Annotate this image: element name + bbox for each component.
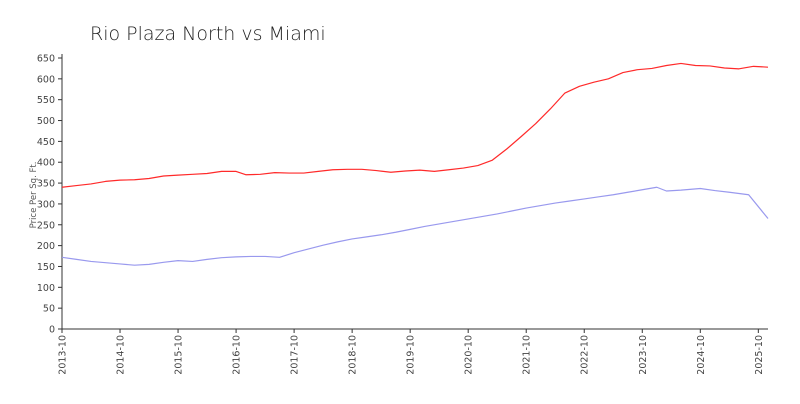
series-layer — [61, 62, 769, 266]
x-tick-label: 2017-10 — [290, 335, 301, 375]
x-tick-label: 2022-10 — [580, 335, 591, 375]
x-tick-label: 2018-10 — [348, 335, 359, 375]
y-tick-label: 400 — [37, 158, 55, 169]
y-tick-label: 300 — [37, 199, 55, 210]
axes: 0 50 100 150 200 250 300 350 400 450 500 550 600 650 2… — [37, 54, 768, 375]
x-tick-label: 2014-10 — [116, 335, 127, 375]
y-tick-label: 150 — [37, 262, 55, 273]
y-tick-label: 600 — [37, 74, 55, 85]
x-tick-label: 2019-10 — [406, 335, 417, 375]
x-tick-label: 2024-10 — [696, 335, 707, 375]
x-tick-label: 2023-10 — [638, 335, 649, 375]
chart-title: Rio Plaza North vs Miami — [90, 23, 326, 45]
y-tick-label: 250 — [37, 220, 55, 231]
y-tick-label: 200 — [37, 241, 55, 252]
y-tick-label: 550 — [37, 95, 55, 106]
x-tick-label: 2021-10 — [522, 335, 533, 375]
series-line-2 — [61, 186, 769, 266]
y-tick-label: 500 — [37, 116, 55, 127]
y-tick-label: 0 — [49, 325, 55, 336]
x-tick-label: 2016-10 — [232, 335, 243, 375]
x-tick-label: 2013-10 — [58, 335, 69, 375]
y-tick-label: 450 — [37, 137, 55, 148]
y-tick-label: 350 — [37, 179, 55, 190]
x-tick-label: 2025-10 — [754, 335, 765, 375]
x-tick-label: 2020-10 — [464, 335, 475, 375]
y-tick-label: 100 — [37, 283, 55, 294]
series-line-1 — [61, 62, 769, 188]
y-tick-label: 650 — [37, 54, 55, 65]
x-tick-label: 2015-10 — [174, 335, 185, 375]
y-axis-label: Price Per Sq. Ft. — [29, 162, 39, 229]
y-tick-label: 50 — [43, 304, 55, 315]
